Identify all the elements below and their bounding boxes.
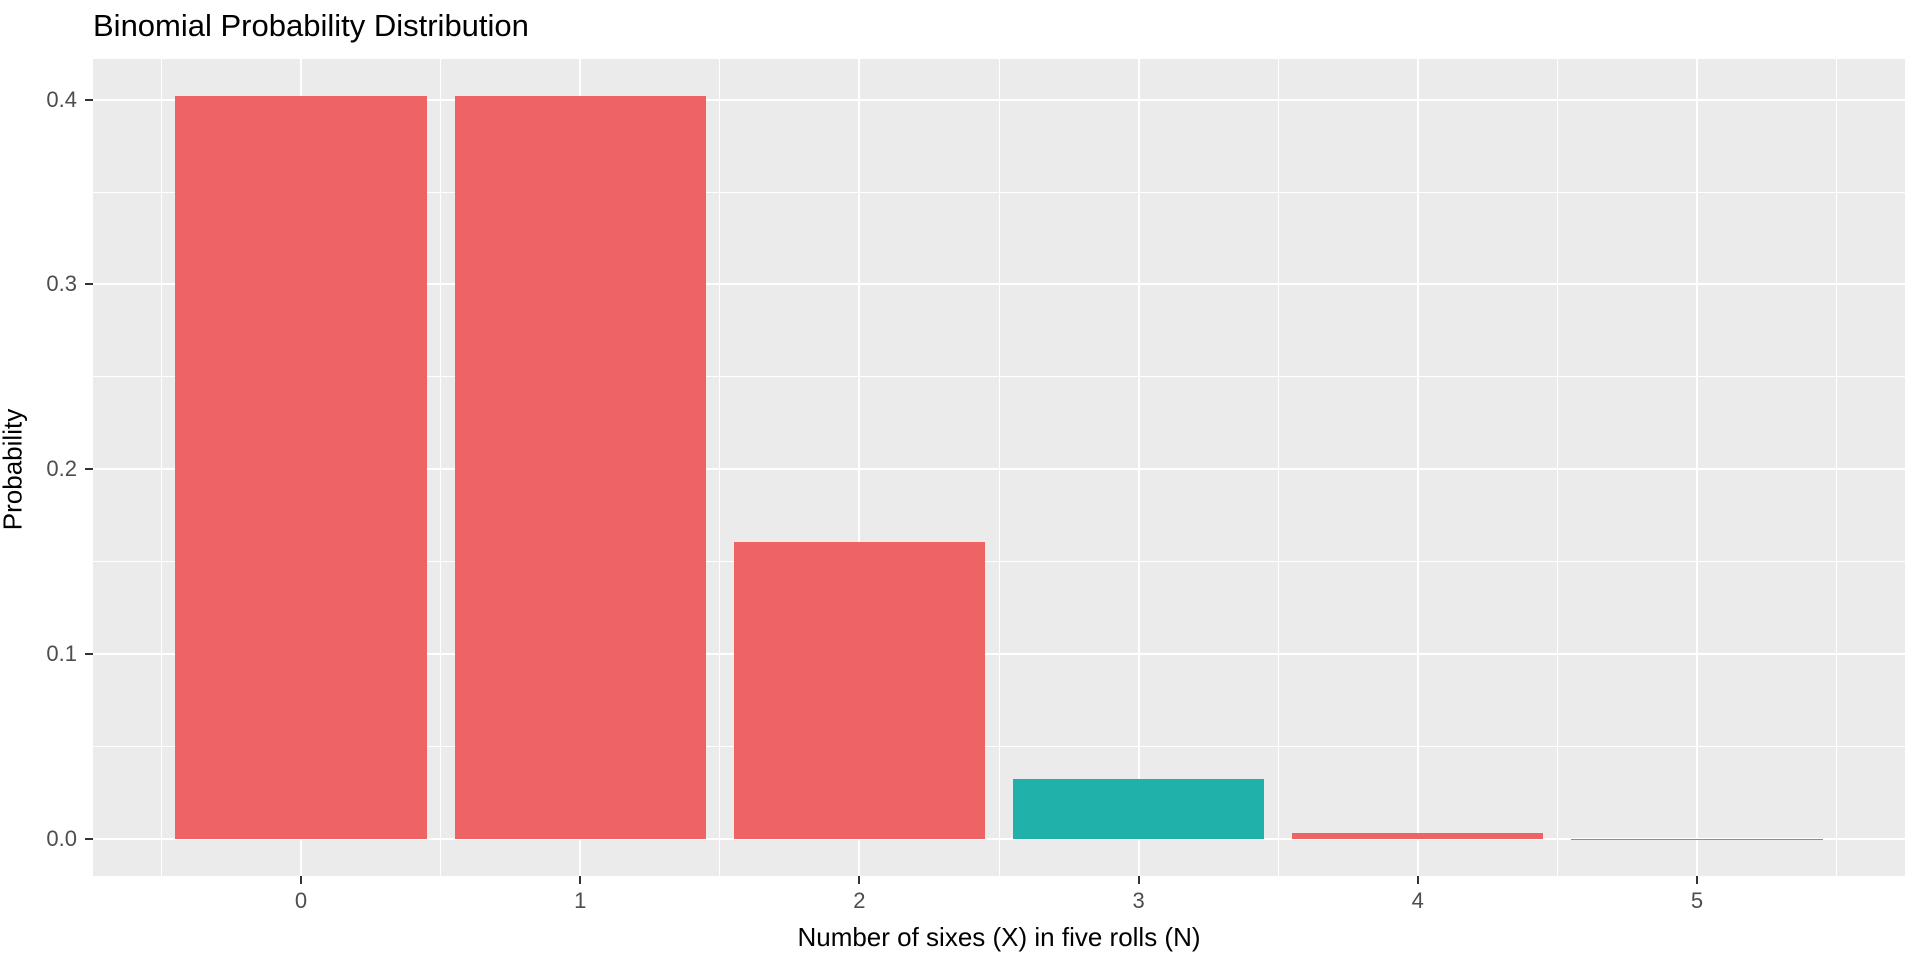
x-tick-mark (1137, 876, 1140, 884)
x-tick-mark (300, 876, 302, 884)
gridline-major-horizontal (93, 468, 1905, 471)
x-tick-mark (858, 876, 861, 884)
x-tick-label: 1 (574, 888, 587, 913)
gridline-major-vertical (1137, 59, 1140, 876)
x-tick-label: 3 (1132, 888, 1145, 913)
y-tick-label: 0.3 (46, 271, 77, 297)
x-tick-mark (1416, 876, 1419, 884)
gridline-minor-vertical (998, 59, 1000, 876)
bar (175, 96, 427, 839)
gridline-major-vertical (858, 59, 861, 876)
bar (733, 541, 986, 839)
gridline-major-horizontal (93, 98, 1905, 101)
bar (1292, 832, 1544, 839)
gridline-major-horizontal (93, 283, 1905, 286)
y-tick-mark (85, 837, 93, 840)
gridline-minor-vertical (1277, 59, 1279, 876)
gridline-major-horizontal (93, 653, 1905, 656)
gridline-minor-vertical (1556, 59, 1558, 876)
y-tick-label: 0.4 (46, 86, 77, 112)
x-tick-label: 0 (294, 888, 308, 913)
bar (454, 96, 706, 839)
y-tick-label: 0.0 (46, 825, 77, 851)
plot-panel (93, 59, 1905, 876)
gridline-major-vertical (1695, 59, 1698, 876)
y-tick-label: 0.1 (46, 641, 77, 667)
x-tick-label: 5 (1690, 888, 1704, 913)
x-tick-mark (579, 876, 582, 884)
gridline-minor-vertical (719, 59, 721, 876)
y-tick-mark (85, 653, 93, 656)
y-tick-mark (85, 283, 93, 286)
gridline-major-vertical (1416, 59, 1419, 876)
x-axis-title: Number of sixes (X) in five rolls (N) (797, 922, 1201, 952)
y-tick-mark (85, 468, 93, 471)
chart-title: Binomial Probability Distribution (93, 8, 529, 43)
y-tick-mark (85, 98, 93, 101)
x-tick-label: 4 (1411, 888, 1424, 913)
gridline-minor-vertical (1836, 59, 1838, 876)
bar-highlighted (1012, 779, 1265, 839)
x-tick-label: 2 (853, 888, 866, 913)
gridline-minor-vertical (160, 59, 162, 876)
x-tick-mark (1695, 876, 1698, 884)
gridline-major-horizontal (93, 837, 1905, 840)
y-tick-label: 0.2 (46, 456, 77, 482)
gridline-minor-vertical (440, 59, 442, 876)
